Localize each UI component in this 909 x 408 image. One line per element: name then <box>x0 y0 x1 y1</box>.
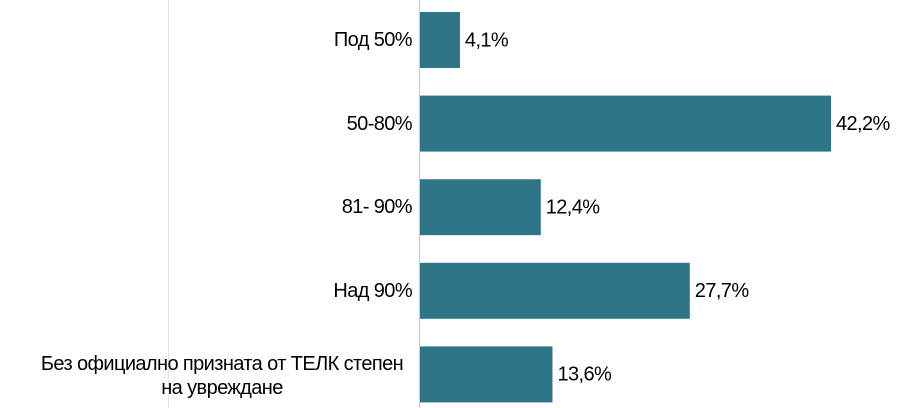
bar <box>420 179 541 236</box>
bar <box>420 12 460 68</box>
value-label: 12,4% <box>546 196 601 218</box>
category-text: Над 90% <box>333 279 412 302</box>
category-text: Без официално призната от ТЕЛК степен на… <box>40 353 404 400</box>
category-label: Без официално призната от ТЕЛК степен на… <box>22 352 412 400</box>
category-text: Под 50% <box>333 29 413 51</box>
category-text: 50-80% <box>346 112 413 135</box>
category-label: Под 50% <box>22 28 413 52</box>
category-label: 81- 90% <box>22 195 413 219</box>
value-label: 27,7% <box>695 280 750 302</box>
bar <box>420 262 690 319</box>
category-label: Над 90% <box>22 279 412 303</box>
category-text: 81- 90% <box>341 196 413 219</box>
value-label: 13,6% <box>557 364 612 386</box>
category-label: 50-80% <box>22 112 413 136</box>
bar <box>420 95 832 152</box>
value-label: 4,1% <box>465 29 509 51</box>
value-label: 42,2% <box>836 113 891 135</box>
bar <box>420 346 553 403</box>
